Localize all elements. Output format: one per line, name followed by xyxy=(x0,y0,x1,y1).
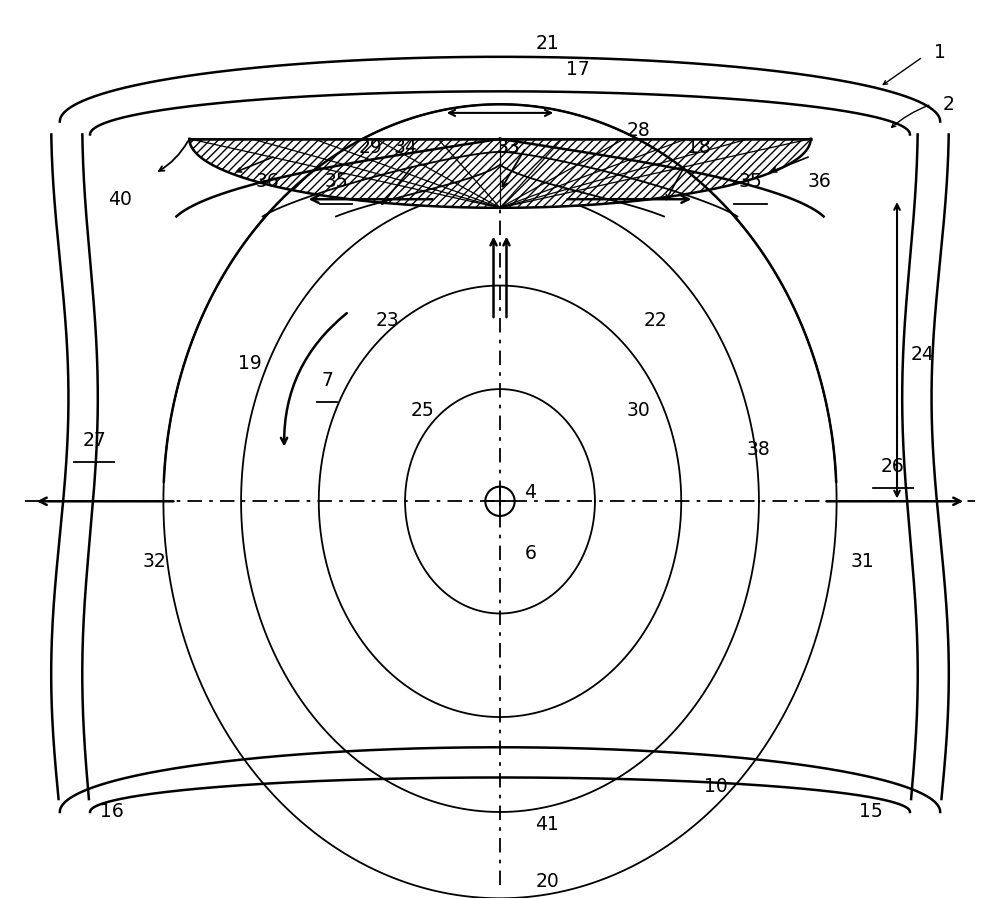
Text: 10: 10 xyxy=(704,777,728,796)
Text: 36: 36 xyxy=(807,173,831,191)
Text: 30: 30 xyxy=(626,401,650,420)
Text: 29: 29 xyxy=(359,138,382,157)
Text: 20: 20 xyxy=(536,871,559,891)
Text: 31: 31 xyxy=(851,552,874,571)
Text: 23: 23 xyxy=(376,310,400,330)
Text: 18: 18 xyxy=(687,138,710,157)
Text: 34: 34 xyxy=(393,138,417,157)
Text: 38: 38 xyxy=(747,440,771,459)
Text: 4: 4 xyxy=(524,483,536,503)
Text: 28: 28 xyxy=(626,120,650,139)
Text: 26: 26 xyxy=(881,458,905,476)
Text: 6: 6 xyxy=(524,544,536,563)
Text: 7: 7 xyxy=(321,371,333,390)
Text: 36: 36 xyxy=(255,173,279,191)
Text: 19: 19 xyxy=(238,353,262,373)
Text: 1: 1 xyxy=(934,43,946,62)
Polygon shape xyxy=(189,138,811,208)
Text: 41: 41 xyxy=(536,815,559,834)
Text: 32: 32 xyxy=(143,552,167,571)
Text: 15: 15 xyxy=(859,803,883,822)
Text: 25: 25 xyxy=(410,401,434,420)
Text: 21: 21 xyxy=(536,34,559,53)
Text: 33: 33 xyxy=(497,138,521,157)
Text: 35: 35 xyxy=(324,173,348,191)
Text: 24: 24 xyxy=(911,345,935,364)
Text: 33: 33 xyxy=(497,138,521,157)
Text: 35: 35 xyxy=(738,173,762,191)
Text: 40: 40 xyxy=(108,190,132,209)
Text: 22: 22 xyxy=(643,310,667,330)
Text: 17: 17 xyxy=(566,60,590,79)
Text: 16: 16 xyxy=(100,803,123,822)
Text: 2: 2 xyxy=(943,94,955,114)
Text: 27: 27 xyxy=(82,432,106,450)
